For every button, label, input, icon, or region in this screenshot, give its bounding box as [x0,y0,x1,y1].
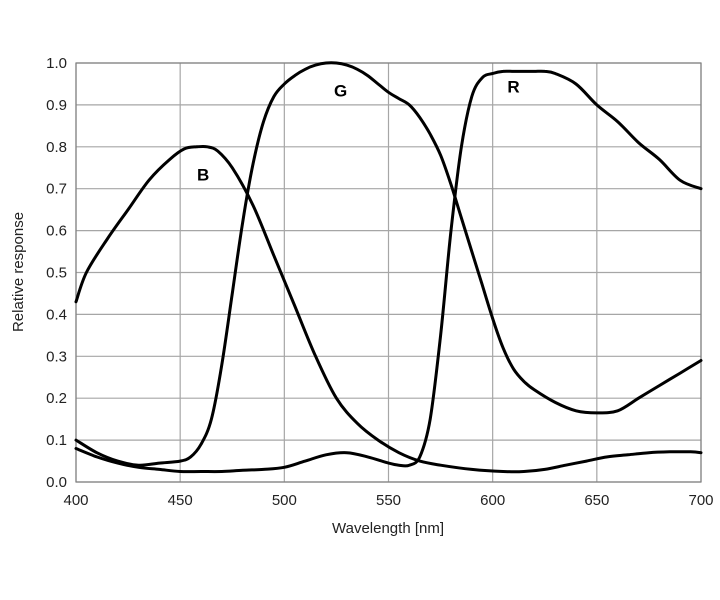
x-tick-label: 650 [584,492,609,509]
y-tick-label: 0.1 [46,432,67,449]
y-axis-ticks: 0.0 0.1 0.2 0.3 0.4 0.5 0.6 0.7 0.8 0.9 1.0 [46,55,67,491]
series-label-b: B [197,165,209,184]
chart-grid [75,62,702,483]
series-line-r [74,69,703,474]
series-line-b [74,144,703,474]
x-tick-label: 500 [272,492,297,509]
y-tick-label: 0.8 [46,139,67,156]
x-tick-label: 550 [376,492,401,509]
series-layer: B G R [74,61,703,474]
series-label-g: G [334,82,347,101]
y-tick-label: 0.5 [46,265,67,282]
x-tick-label: 700 [688,492,713,509]
y-tick-label: 0.2 [46,390,67,407]
y-axis-title: Relative response [10,212,27,332]
y-tick-label: 1.0 [46,55,67,72]
x-tick-label: 600 [480,492,505,509]
y-tick-label: 0.7 [46,181,67,198]
x-tick-label: 450 [168,492,193,509]
y-tick-label: 0.0 [46,474,67,491]
y-tick-label: 0.6 [46,223,67,240]
y-tick-label: 0.9 [46,97,67,114]
y-tick-label: 0.3 [46,348,67,365]
plot-border [75,62,702,483]
y-tick-label: 0.4 [46,306,67,323]
x-tick-label: 400 [63,492,88,509]
series-label-r: R [507,77,519,96]
series-line-g [74,61,703,467]
x-axis-ticks: 400 450 500 550 600 650 700 [63,492,713,509]
x-axis-title: Wavelength [nm] [332,520,444,537]
